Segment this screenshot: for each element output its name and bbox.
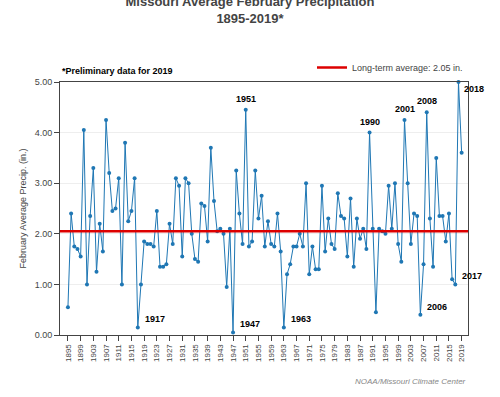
svg-text:February Average Precip. (in.): February Average Precip. (in.) [18, 149, 28, 269]
svg-text:Long-term average: 2.05 in.: Long-term average: 2.05 in. [352, 63, 463, 73]
svg-text:*Preliminary data for 2019: *Preliminary data for 2019 [62, 66, 173, 76]
svg-text:1939: 1939 [203, 344, 212, 362]
svg-text:1963: 1963 [291, 314, 311, 324]
svg-text:NOAA/Missouri Climate Center: NOAA/Missouri Climate Center [355, 377, 466, 386]
svg-text:1999: 1999 [394, 344, 403, 362]
svg-text:1967: 1967 [292, 344, 301, 362]
svg-text:1.00: 1.00 [35, 280, 53, 290]
svg-text:1951: 1951 [236, 94, 256, 104]
svg-text:1955: 1955 [254, 344, 263, 362]
svg-text:1987: 1987 [356, 344, 365, 362]
svg-text:1975: 1975 [318, 344, 327, 362]
svg-text:2006: 2006 [427, 302, 447, 312]
svg-text:1895: 1895 [64, 344, 73, 362]
svg-text:2015: 2015 [445, 344, 454, 362]
svg-text:1995: 1995 [381, 344, 390, 362]
svg-text:1919: 1919 [140, 344, 149, 362]
svg-text:1931: 1931 [178, 344, 187, 362]
svg-text:1935: 1935 [191, 344, 200, 362]
svg-text:1990: 1990 [360, 117, 380, 127]
svg-text:1899: 1899 [76, 344, 85, 362]
svg-text:1947: 1947 [229, 344, 238, 362]
svg-text:1903: 1903 [89, 344, 98, 362]
svg-text:2018: 2018 [464, 84, 484, 94]
svg-text:4.00: 4.00 [35, 128, 53, 138]
svg-text:0.00: 0.00 [35, 330, 53, 340]
svg-text:1951: 1951 [241, 344, 250, 362]
svg-text:2007: 2007 [419, 344, 428, 362]
svg-text:2011: 2011 [432, 344, 441, 362]
svg-text:2003: 2003 [406, 344, 415, 362]
svg-text:1947: 1947 [240, 319, 260, 329]
svg-text:1943: 1943 [216, 344, 225, 362]
svg-text:2001: 2001 [395, 104, 415, 114]
svg-text:1911: 1911 [114, 344, 123, 362]
svg-text:1917: 1917 [145, 314, 165, 324]
svg-text:1979: 1979 [330, 344, 339, 362]
svg-text:1959: 1959 [267, 344, 276, 362]
svg-text:2008: 2008 [417, 96, 437, 106]
svg-text:2017: 2017 [462, 271, 482, 281]
svg-text:1923: 1923 [152, 344, 161, 362]
svg-text:2.00: 2.00 [35, 229, 53, 239]
svg-text:1963: 1963 [279, 344, 288, 362]
svg-text:3.00: 3.00 [35, 178, 53, 188]
svg-text:1927: 1927 [165, 344, 174, 362]
svg-text:1971: 1971 [305, 344, 314, 362]
svg-text:1915: 1915 [127, 344, 136, 362]
svg-text:1983: 1983 [343, 344, 352, 362]
svg-text:1991: 1991 [368, 344, 377, 362]
svg-text:5.00: 5.00 [35, 77, 53, 87]
svg-text:1907: 1907 [102, 344, 111, 362]
svg-text:2019: 2019 [457, 344, 466, 362]
svg-text:Missouri Average February Prec: Missouri Average February Precipitation1… [126, 0, 375, 26]
